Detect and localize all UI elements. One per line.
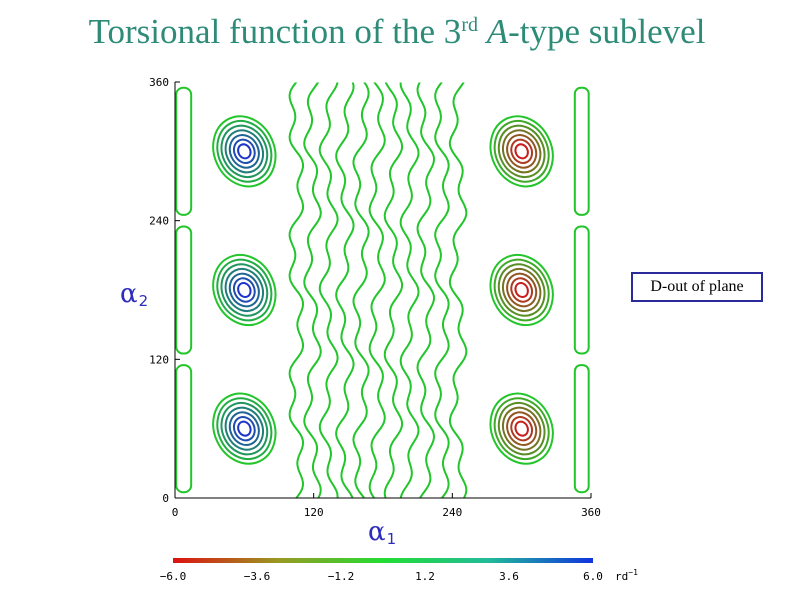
- negative-extremum-contour: [212, 253, 277, 327]
- positive-extremum-contour: [506, 272, 538, 308]
- positive-extremum-contour: [489, 253, 554, 327]
- zero-contour-line: [434, 82, 450, 498]
- x-axis-label: α1: [368, 517, 396, 548]
- negative-extremum-contour: [232, 277, 256, 303]
- positive-extremum-contour: [497, 263, 546, 317]
- positive-extremum-contour: [489, 392, 554, 465]
- negative-extremum-contour: [212, 392, 277, 465]
- zero-contour-line: [303, 82, 322, 498]
- x-tick-label: 120: [304, 506, 324, 519]
- zero-contour-loop: [175, 225, 193, 355]
- chart-title: Torsional function of the 3rd A-type sub…: [88, 12, 706, 51]
- y-tick-label: 120: [149, 353, 169, 366]
- zero-contours: [175, 82, 590, 498]
- positive-extremum-contour: [493, 258, 550, 322]
- y-tick-label: 0: [162, 492, 169, 505]
- negative-extremum-contour: [216, 258, 273, 322]
- negative-extremum-contour: [216, 119, 273, 183]
- x-tick-label: 0: [172, 506, 179, 519]
- positive-extremum-contour: [510, 415, 534, 442]
- zero-contour-line: [335, 82, 355, 498]
- positive-extremum-contour: [514, 281, 529, 299]
- colorbar-unit: rd−1: [615, 568, 638, 583]
- y-axis-label: α2: [120, 279, 148, 310]
- colorbar-tick-label: 6.0: [583, 570, 603, 583]
- zero-contour-loop: [573, 225, 590, 355]
- negative-extremum-contour: [216, 397, 273, 461]
- positive-extremum-contour: [506, 133, 538, 169]
- zero-contour-line: [368, 82, 386, 498]
- negative-extremum-contour: [237, 420, 252, 437]
- zero-contour-line: [318, 82, 339, 498]
- negative-extremum-contour: [220, 124, 269, 179]
- positive-extremum-contour: [510, 138, 534, 165]
- negative-extremum-contour: [237, 281, 252, 299]
- positive-extremum-contour: [497, 124, 546, 179]
- zero-contour-loop: [175, 86, 193, 216]
- negative-extremum-contour: [228, 272, 260, 308]
- x-tick-label: 360: [581, 506, 601, 519]
- x-tick-label: 240: [442, 506, 462, 519]
- colorbar-tick-label: 1.2: [415, 570, 435, 583]
- positive-extremum-contour: [514, 143, 529, 160]
- colorbar-tick-label: 3.6: [499, 570, 519, 583]
- negative-extremum-contour: [224, 129, 265, 174]
- positive-extremum-contour: [493, 397, 550, 461]
- colorbar: −6.0 −3.6 −1.2 1.2 3.6 6.0 rd−1: [160, 558, 638, 583]
- colorbar-tick-label: −1.2: [328, 570, 355, 583]
- colorbar-gradient: [173, 558, 593, 563]
- positive-extremum-contour: [501, 406, 542, 451]
- positive-extremum-contour: [506, 411, 538, 447]
- y-tick-label: 360: [149, 76, 169, 89]
- zero-contour-line: [416, 82, 436, 498]
- zero-contour-line: [288, 82, 305, 498]
- negative-extremum-contour: [232, 415, 256, 442]
- negative-extremum-contour: [237, 143, 252, 160]
- zero-contour-line: [352, 82, 370, 498]
- positive-extremum-contour: [501, 129, 542, 174]
- negative-extremum-contour: [220, 401, 269, 456]
- zero-contour-loop: [175, 364, 193, 494]
- colorbar-tick-label: −3.6: [244, 570, 271, 583]
- negative-extremum-contour: [224, 267, 265, 313]
- extrema-contours: [212, 115, 554, 465]
- colorbar-tick-label: −6.0: [160, 570, 187, 583]
- negative-extremum-contour: [232, 138, 256, 165]
- zero-contour-line: [399, 82, 420, 498]
- zero-contour-loop: [573, 364, 590, 494]
- positive-extremum-contour: [497, 401, 546, 456]
- zero-contour-line: [448, 82, 468, 498]
- negative-extremum-contour: [220, 263, 269, 317]
- negative-extremum-contour: [228, 133, 260, 169]
- negative-extremum-contour: [228, 411, 260, 447]
- negative-extremum-contour: [224, 406, 265, 451]
- positive-extremum-contour: [514, 420, 529, 437]
- annotation-box: D-out of plane: [631, 272, 763, 302]
- positive-extremum-contour: [493, 119, 550, 183]
- negative-extremum-contour: [212, 115, 277, 188]
- zero-contour-loop: [573, 86, 590, 216]
- zero-contour-line: [383, 82, 404, 498]
- positive-extremum-contour: [489, 115, 554, 188]
- positive-extremum-contour: [510, 277, 534, 303]
- axes: 0 120 240 360 0 120 240 360: [149, 76, 601, 519]
- y-tick-label: 240: [149, 215, 169, 228]
- positive-extremum-contour: [501, 267, 542, 313]
